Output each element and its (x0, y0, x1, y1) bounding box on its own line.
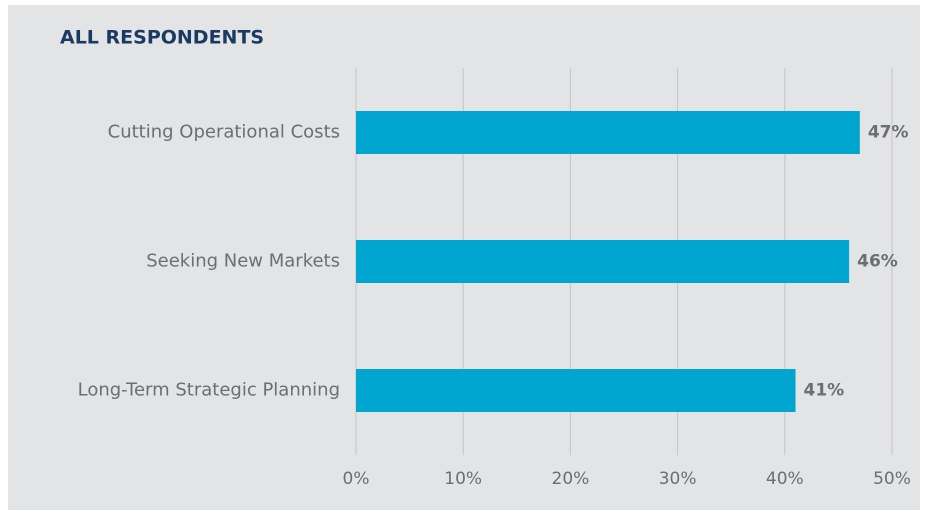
y-tick-label: Cutting Operational Costs (108, 122, 340, 143)
chart-title: ALL RESPONDENTS (60, 27, 264, 49)
y-tick-label: Long-Term Strategic Planning (78, 380, 340, 401)
x-tick-label: 30% (659, 469, 697, 489)
bar (356, 369, 796, 412)
bar (356, 111, 860, 154)
value-label: 46% (857, 252, 898, 272)
x-tick-label: 0% (343, 469, 370, 489)
x-tick-label: 20% (552, 469, 590, 489)
bar (356, 240, 850, 283)
x-tick-label: 40% (766, 469, 804, 489)
value-label: 41% (804, 381, 845, 401)
y-tick-label: Seeking New Markets (146, 251, 340, 272)
value-label: 47% (868, 123, 909, 143)
x-tick-label: 50% (873, 469, 911, 489)
x-tick-label: 10% (444, 469, 482, 489)
